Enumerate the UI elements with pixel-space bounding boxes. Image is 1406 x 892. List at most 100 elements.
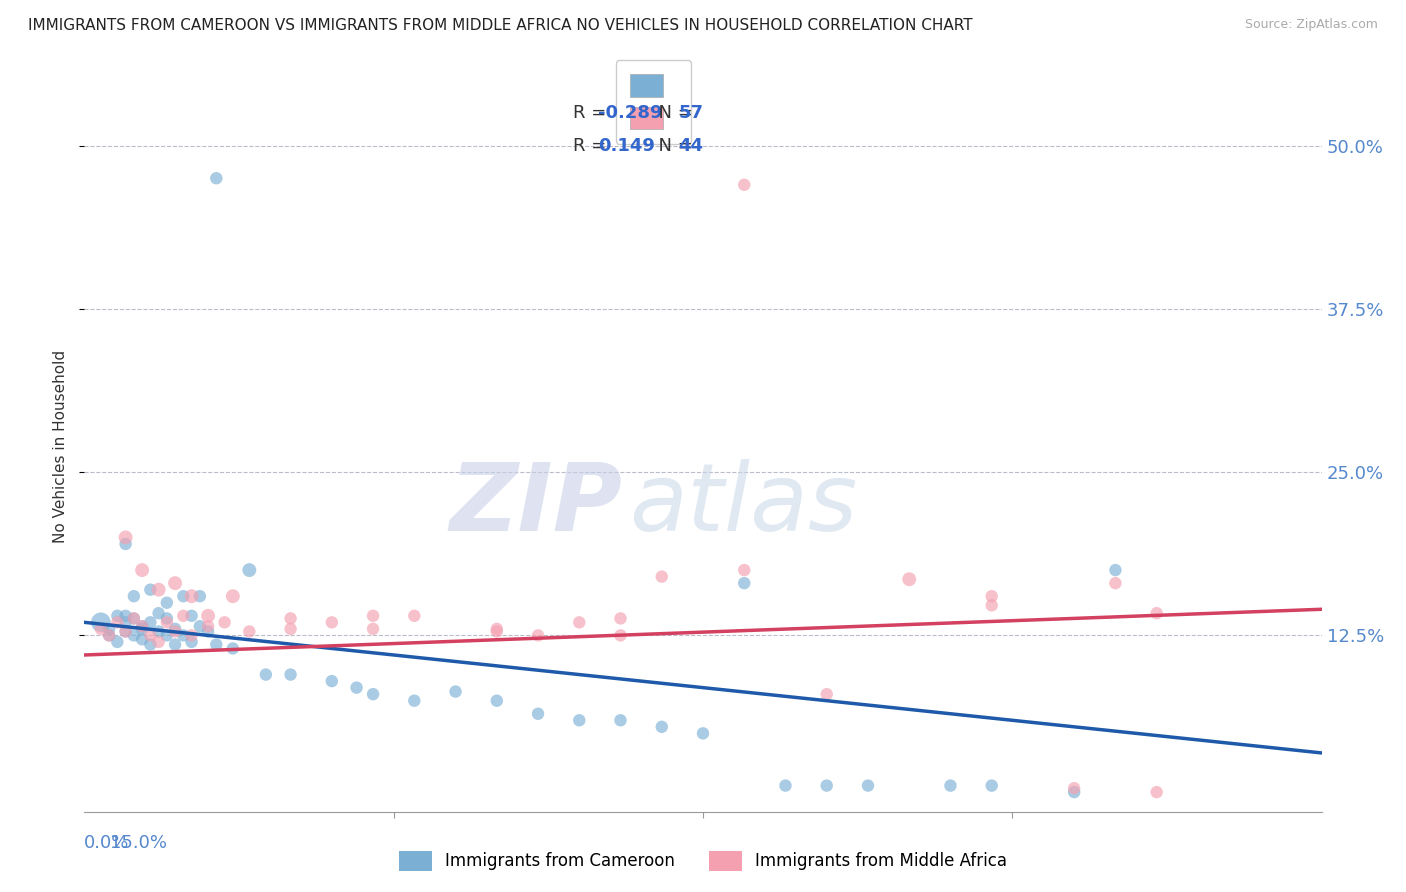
Text: 44: 44 [678,137,703,155]
Point [105,615,128,630]
Point [485,694,508,708]
Point [197,619,219,633]
Point [98,628,121,642]
Point [815,687,838,701]
Point [122,611,145,625]
Point [98,622,121,636]
Point [105,608,128,623]
Point [939,779,962,793]
Point [1063,785,1085,799]
Point [898,572,921,586]
Point [114,624,136,639]
Point [361,622,384,636]
Point [404,608,426,623]
Point [131,619,153,633]
Point [568,615,591,630]
Point [1104,563,1126,577]
Point [980,589,1002,603]
Text: IMMIGRANTS FROM CAMEROON VS IMMIGRANTS FROM MIDDLE AFRICA NO VEHICLES IN HOUSEHO: IMMIGRANTS FROM CAMEROON VS IMMIGRANTS F… [28,18,973,33]
Point [222,589,245,603]
Point [205,171,228,186]
Point [148,582,170,597]
Point [188,619,211,633]
Point [165,622,187,636]
Point [651,569,673,583]
Text: N =: N = [647,137,699,155]
Point [172,628,194,642]
Point [1146,606,1168,620]
Point [131,622,153,636]
Point [156,628,179,642]
Point [238,563,260,577]
Point [197,608,219,623]
Point [165,576,187,591]
Point [361,608,384,623]
Point [139,582,162,597]
Point [156,596,179,610]
Point [815,779,838,793]
Point [172,589,194,603]
Point [148,635,170,649]
Point [122,611,145,625]
Point [238,624,260,639]
Legend: , : , [616,60,692,144]
Text: N =: N = [647,104,699,122]
Point [361,687,384,701]
Point [180,628,202,642]
Point [1146,785,1168,799]
Point [609,611,631,625]
Point [609,628,631,642]
Point [180,608,202,623]
Text: -0.289: -0.289 [598,104,662,122]
Point [156,611,179,625]
Point [90,615,112,630]
Point [346,681,368,695]
Point [214,615,236,630]
Y-axis label: No Vehicles in Household: No Vehicles in Household [53,350,69,542]
Text: ZIP: ZIP [450,458,623,550]
Text: Source: ZipAtlas.com: Source: ZipAtlas.com [1244,18,1378,31]
Point [733,563,755,577]
Point [122,589,145,603]
Point [651,720,673,734]
Point [280,611,302,625]
Point [114,608,136,623]
Point [321,674,343,689]
Point [131,632,153,647]
Point [165,624,187,639]
Point [733,576,755,591]
Legend: Immigrants from Cameroon, Immigrants from Middle Africa: Immigrants from Cameroon, Immigrants fro… [391,842,1015,880]
Point [90,622,112,636]
Point [172,608,194,623]
Point [609,714,631,728]
Point [148,624,170,639]
Point [980,599,1002,613]
Point [527,706,550,721]
Point [321,615,343,630]
Point [1104,576,1126,591]
Point [139,615,162,630]
Point [105,635,128,649]
Point [692,726,714,740]
Point [485,624,508,639]
Text: R =: R = [574,104,612,122]
Point [404,694,426,708]
Point [131,563,153,577]
Point [775,779,797,793]
Text: atlas: atlas [628,459,858,550]
Point [122,628,145,642]
Point [139,628,162,642]
Point [114,615,136,630]
Point [165,638,187,652]
Text: R =: R = [574,137,612,155]
Point [114,537,136,551]
Point [568,714,591,728]
Point [98,628,121,642]
Point [733,178,755,192]
Text: 57: 57 [678,104,703,122]
Point [1063,781,1085,796]
Point [156,615,179,630]
Point [148,606,170,620]
Point [527,628,550,642]
Point [485,622,508,636]
